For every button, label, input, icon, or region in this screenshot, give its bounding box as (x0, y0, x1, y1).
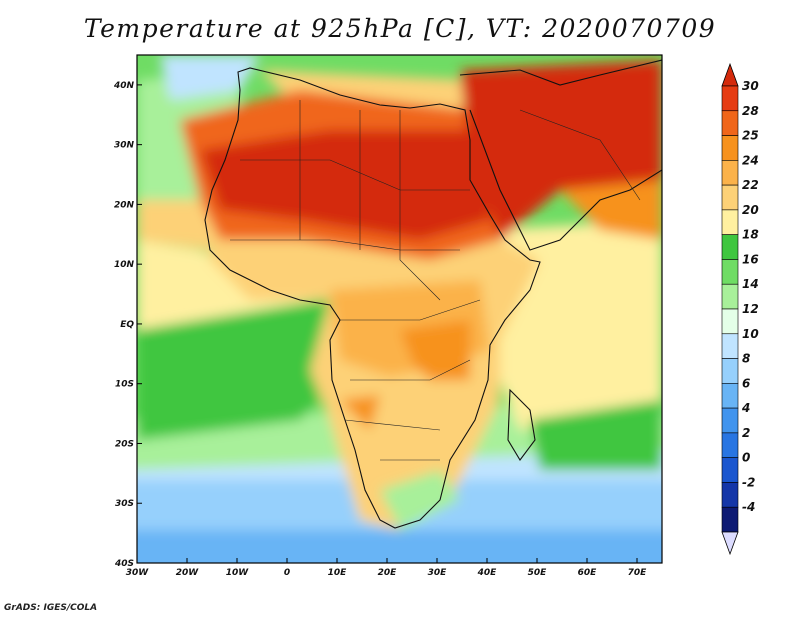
lat-tick-label: 20S (115, 439, 134, 449)
colorbar-label: 8 (742, 352, 750, 366)
colorbar-swatch (721, 506, 739, 533)
coastlines (204, 59, 662, 529)
lon-tick-label: 10E (328, 568, 348, 578)
colorbar-swatch (721, 457, 739, 483)
colorbar-label: 0 (742, 451, 750, 465)
lon-tick-label: 20E (378, 568, 398, 578)
colorbar-label: 22 (742, 178, 759, 192)
colorbar-label: 30 (742, 79, 759, 93)
colorbar-swatch (721, 407, 739, 434)
colorbar-swatch (721, 110, 739, 136)
colorbar-label: 24 (742, 153, 759, 167)
lat-tick-label: 20N (114, 200, 135, 210)
lon-tick-label: 70E (628, 568, 648, 578)
lat-tick-label: 40N (113, 81, 135, 91)
colorbar-label: -4 (742, 500, 755, 514)
lon-tick-label: 20W (176, 568, 200, 578)
colorbar-swatch (721, 135, 739, 161)
colorbar-label: 25 (742, 129, 759, 143)
colorbar-swatch (721, 383, 739, 409)
credit-label: GrADS: IGES/COLA (4, 603, 98, 613)
colorbar-swatch (721, 333, 739, 359)
lon-tick-label: 60E (578, 568, 598, 578)
colorbar-swatch (721, 308, 739, 335)
colorbar-swatch (721, 209, 739, 235)
colorbar-label: 20 (742, 203, 759, 217)
colorbar-label: 10 (742, 327, 759, 341)
lon-tick-label: 40E (477, 568, 498, 578)
colorbar-bottom-triangle (721, 531, 739, 556)
colorbar-label: 6 (742, 376, 750, 390)
colorbar-swatch (721, 432, 739, 458)
colorbar-label: 4 (741, 401, 750, 415)
lon-tick-label: 30E (428, 568, 448, 578)
colorbar-label: 2 (742, 426, 750, 440)
colorbar-label: 16 (742, 252, 759, 266)
map-title: Temperature at 925hPa [C], VT: 202007070… (83, 14, 717, 43)
lat-tick-label: EQ (120, 320, 134, 330)
colorbar-swatch (721, 160, 739, 186)
lat-tick-label: 10N (114, 260, 135, 270)
colorbar-swatch (721, 85, 739, 112)
colorbar-swatch (721, 184, 739, 211)
colorbar-swatch (721, 482, 739, 508)
colorbar-label: 28 (742, 104, 759, 118)
colorbar-label: 14 (742, 277, 759, 291)
colorbar-swatch (721, 358, 739, 384)
colorbar-swatch (721, 234, 739, 260)
lon-tick-label: 0 (284, 568, 290, 578)
colorbar-swatch (721, 259, 739, 285)
axis-ticks: 30W 20W 10W 0 10E 20E 30E 40E 50E 60E 70E 40N 30N 20N… (113, 81, 647, 578)
country-borders (230, 100, 641, 461)
lat-tick-label: 40S (114, 559, 134, 569)
colorbar-top-triangle (721, 62, 739, 87)
lat-tick-label: 30S (115, 499, 134, 509)
lat-tick-label: 30N (114, 141, 135, 151)
colorbar-label: -2 (742, 475, 755, 489)
colorbar-label: 12 (742, 302, 759, 316)
lon-tick-label: 10W (226, 568, 250, 578)
lon-tick-label: 30W (126, 568, 150, 578)
colorbar-label: 18 (742, 228, 759, 242)
temperature-field (137, 55, 662, 563)
lon-tick-label: 50E (528, 568, 548, 578)
plot-frame (136, 54, 663, 564)
colorbar-swatch (721, 283, 739, 310)
lat-tick-label: 10S (115, 380, 134, 390)
